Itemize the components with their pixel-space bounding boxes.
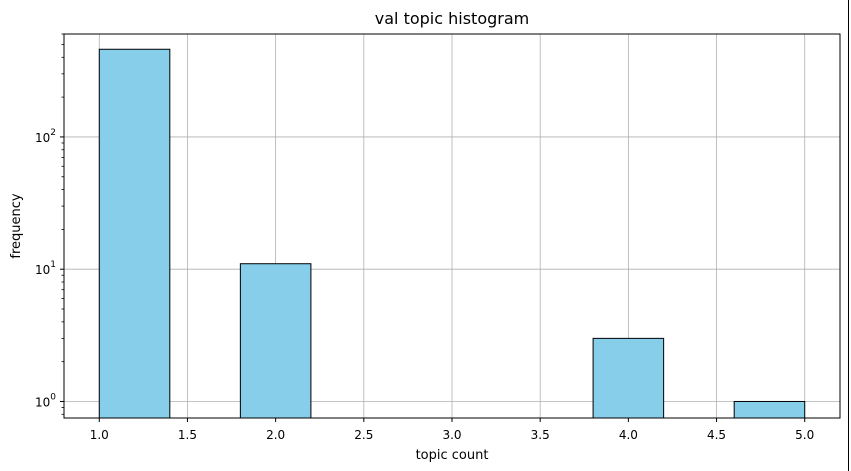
window-edge: [848, 0, 849, 471]
y-tick-label: 101: [35, 260, 56, 277]
histogram-bar: [239, 263, 312, 419]
y-tick-base: 10: [35, 263, 50, 277]
y-axis-label: frequency: [9, 193, 24, 259]
histogram-bar: [733, 400, 806, 419]
y-tick-base: 10: [35, 131, 50, 145]
x-axis-ticks: 1.0 1.5 2.0 2.5 3.0 3.5 4.0 4.5 5.0: [90, 418, 814, 442]
x-tick-label: 2.5: [354, 428, 373, 442]
bars: [98, 48, 806, 419]
x-tick-label: 4.5: [707, 428, 726, 442]
x-tick-label: 1.5: [178, 428, 197, 442]
x-tick-label: 2.0: [266, 428, 285, 442]
y-tick-label: 100: [35, 392, 56, 409]
x-tick-label: 4.0: [619, 428, 638, 442]
histogram-bar: [592, 337, 665, 419]
x-tick-label: 5.0: [795, 428, 814, 442]
x-tick-label: 3.0: [442, 428, 461, 442]
y-tick-base: 10: [35, 395, 50, 409]
y-tick-exponent: 2: [50, 128, 56, 138]
x-tick-label: 1.0: [90, 428, 109, 442]
grid-lines: [64, 34, 840, 418]
y-tick-exponent: 1: [50, 260, 56, 270]
y-tick-exponent: 0: [50, 392, 56, 402]
histogram-bar: [98, 48, 171, 419]
y-tick-label: 102: [35, 128, 56, 145]
x-axis-label: topic count: [416, 448, 489, 463]
x-tick-label: 3.5: [531, 428, 550, 442]
chart-title: val topic histogram: [375, 9, 529, 28]
